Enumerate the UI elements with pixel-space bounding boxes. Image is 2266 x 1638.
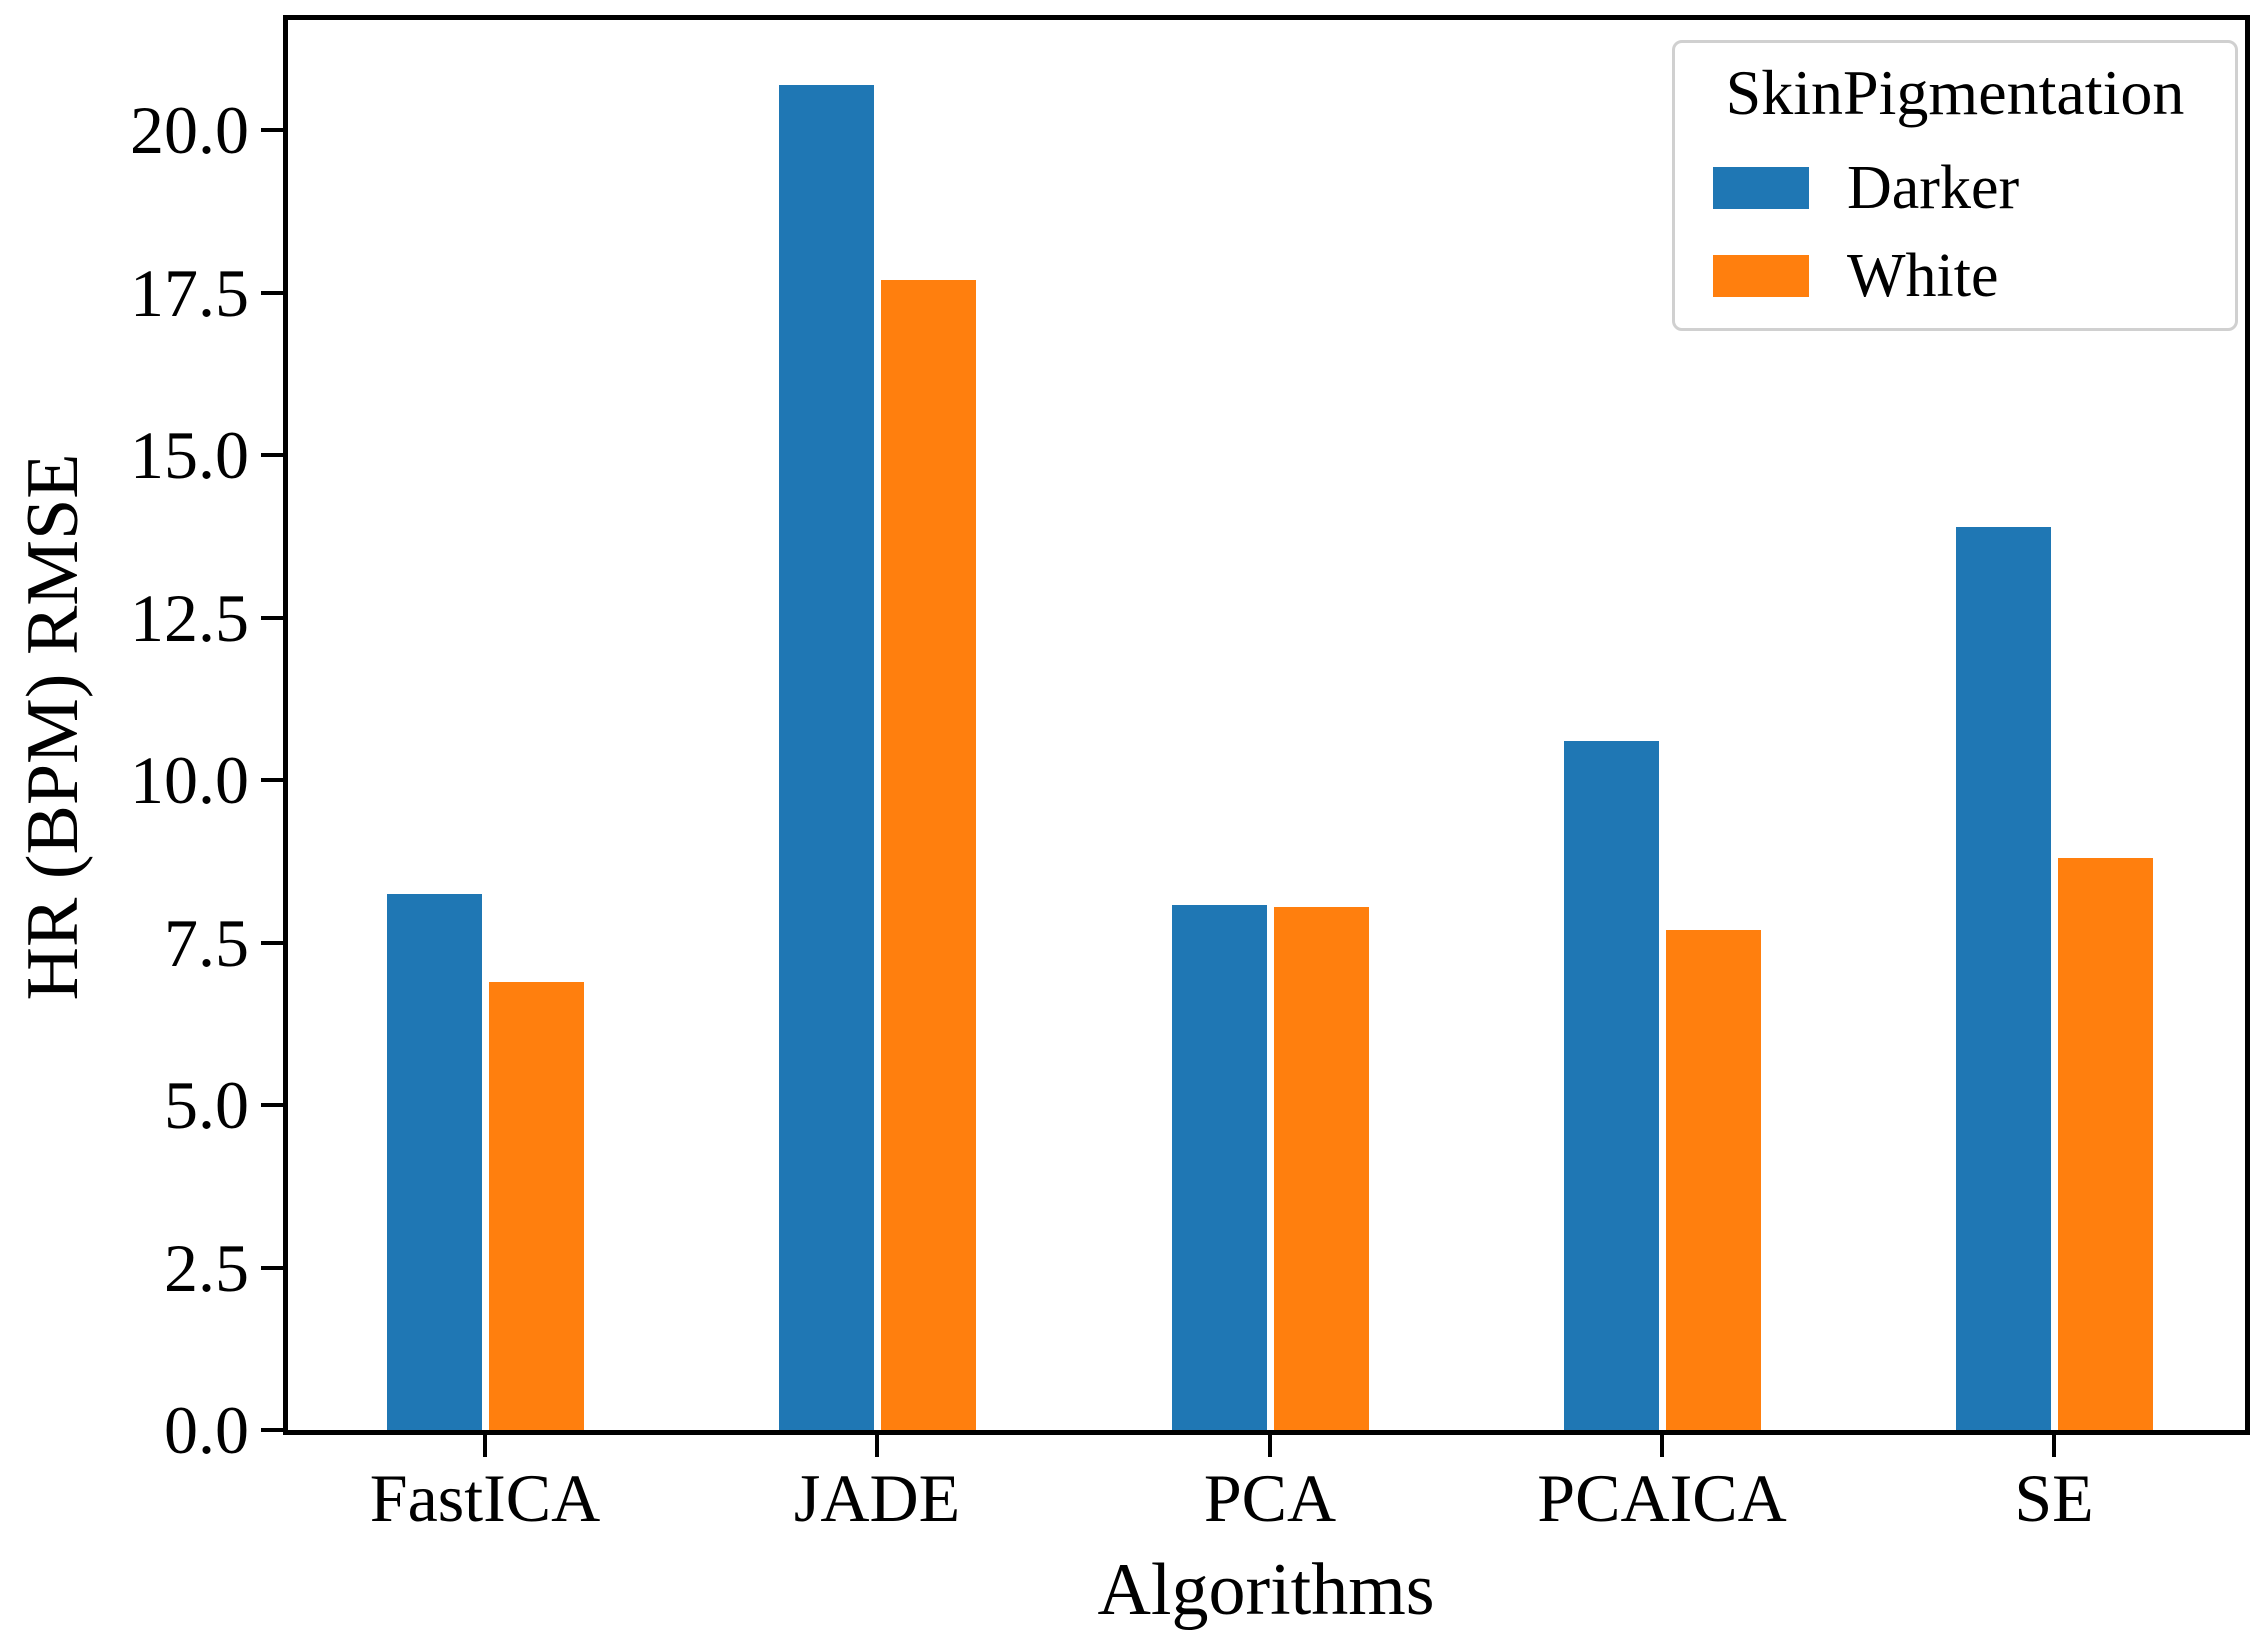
legend-swatch-white-icon [1713,255,1809,297]
x-tick-mark-se [2052,1435,2056,1457]
x-tick-label-pca: PCA [1203,1460,1337,1536]
x-tick-label-se: SE [2014,1460,2094,1536]
x-tick-label-jade: JADE [793,1460,961,1536]
y-tick-label-15.0: 15.0 [130,417,249,493]
legend-title: SkinPigmentation [1725,57,2185,128]
legend: SkinPigmentation Darker White [1672,40,2238,331]
y-tick-label-12.5: 12.5 [130,579,249,656]
x-tick-label-fastica: FastICA [369,1460,601,1536]
y-tick-mark-20.0 [261,128,283,132]
x-tick-mark-pcaica [1660,1435,1664,1457]
legend-swatch-darker-icon [1713,167,1809,209]
legend-label-white: White [1847,242,1999,310]
x-tick-mark-fastica [483,1435,487,1457]
y-tick-label-5.0: 5.0 [164,1067,249,1143]
legend-row-darker: Darker [1675,155,2235,221]
y-tick-mark-15.0 [261,453,283,457]
y-tick-label-10.0: 10.0 [130,742,249,818]
y-tick-mark-12.5 [261,615,283,620]
y-tick-mark-2.5 [261,1265,283,1270]
y-tick-mark-5.0 [261,1103,283,1107]
x-tick-mark-pca [1268,1435,1272,1457]
legend-row-white: White [1675,243,2235,309]
y-tick-mark-17.5 [261,290,283,295]
bar-white-fastica [488,981,584,1433]
bar-white-se [2057,858,2153,1433]
y-tick-label-20.0: 20.0 [130,92,249,168]
bar-darker-fastica [386,893,482,1433]
x-tick-mark-jade [875,1435,879,1457]
bar-white-jade [880,279,976,1433]
x-tick-label-pcaica: PCAICA [1537,1460,1787,1536]
legend-label-darker: Darker [1847,154,2020,222]
bar-darker-jade [778,84,874,1433]
y-tick-label-17.5: 17.5 [130,254,249,331]
y-tick-mark-10.0 [261,778,283,782]
y-tick-label-2.5: 2.5 [164,1229,249,1306]
bar-white-pca [1273,907,1369,1433]
y-tick-label-0.0: 0.0 [164,1392,249,1468]
bar-darker-pcaica [1563,741,1659,1433]
bar-darker-pca [1171,905,1267,1433]
x-axis-label: Algorithms [1097,1549,1435,1631]
bar-darker-se [1955,526,2051,1433]
y-tick-label-7.5: 7.5 [164,904,249,981]
y-tick-mark-0.0 [261,1428,283,1432]
y-tick-mark-7.5 [261,940,283,945]
bar-white-pcaica [1665,929,1761,1433]
